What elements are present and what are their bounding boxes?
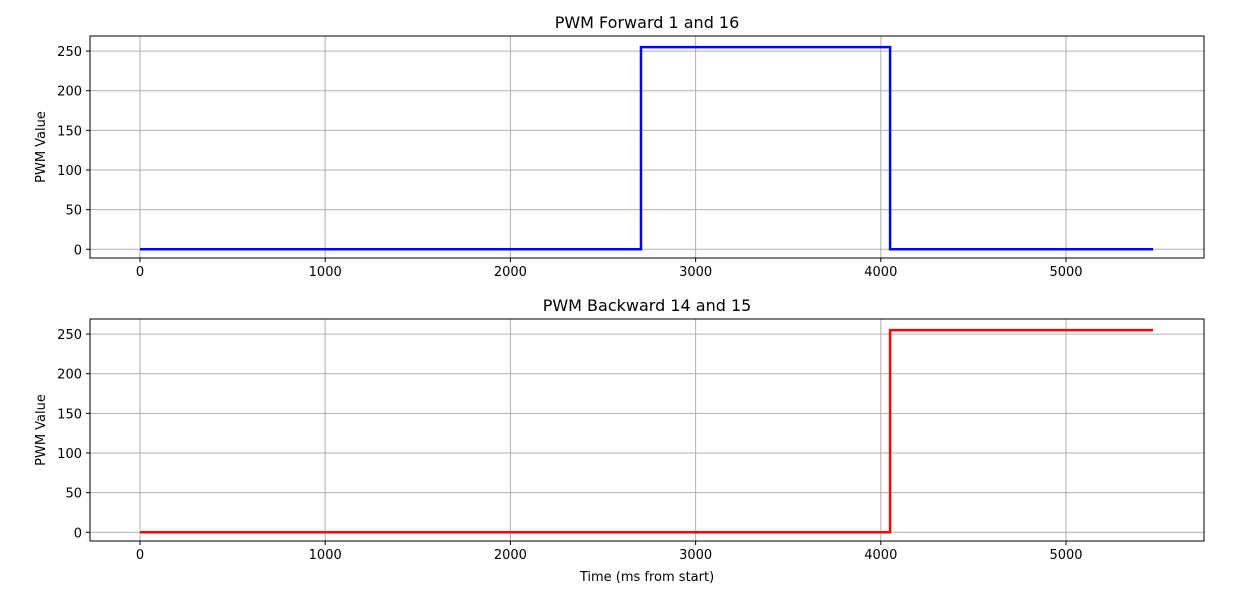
y-tick-label: 50	[65, 204, 82, 219]
y-tick-label: 150	[57, 124, 82, 139]
backward-ticks: 0 1000 2000 3000 4000 5000 0 50 100 150 200 250	[57, 328, 1082, 563]
x-tick-label: 0	[136, 265, 144, 280]
y-tick-label: 100	[57, 164, 82, 179]
y-tick-label: 150	[57, 407, 82, 422]
backward-grid	[90, 319, 1204, 541]
series-line	[140, 328, 1154, 534]
y-tick-label: 0	[74, 526, 82, 541]
x-tick-label: 1000	[309, 265, 342, 280]
y-tick-label: 250	[57, 45, 82, 60]
forward-ticks: 0 1000 2000 3000 4000 5000 0 50 100 150 200 250	[57, 45, 1082, 280]
series-line	[140, 45, 1154, 251]
x-tick-label: 2000	[494, 265, 527, 280]
forward-grid	[90, 36, 1204, 258]
x-tick-label: 0	[136, 548, 144, 563]
x-tick-label: 3000	[679, 548, 712, 563]
backward-chart-title: PWM Backward 14 and 15	[543, 296, 752, 315]
y-tick-label: 50	[65, 487, 82, 502]
y-tick-label: 200	[57, 85, 82, 100]
x-tick-label: 2000	[494, 548, 527, 563]
backward-series	[140, 328, 1154, 534]
backward-axes-frame	[89, 318, 1205, 542]
backward-x-axis-label: Time (ms from start)	[579, 570, 714, 585]
x-tick-label: 1000	[309, 548, 342, 563]
forward-y-axis-label: PWM Value	[34, 111, 49, 183]
subplot-forward: 0 1000 2000 3000 4000 5000 0 50 100 150 200 250 PWM…	[34, 13, 1205, 280]
y-tick-label: 200	[57, 368, 82, 383]
x-tick-label: 5000	[1049, 265, 1082, 280]
subplot-backward: 0 1000 2000 3000 4000 5000 0 50 100 150 200 250 PWM…	[34, 296, 1205, 585]
forward-series	[140, 45, 1154, 251]
x-tick-label: 4000	[864, 265, 897, 280]
x-tick-label: 4000	[864, 548, 897, 563]
y-tick-label: 0	[74, 243, 82, 258]
forward-axes-frame	[89, 35, 1205, 259]
backward-y-axis-label: PWM Value	[34, 394, 49, 466]
y-tick-label: 100	[57, 447, 82, 462]
y-tick-label: 250	[57, 328, 82, 343]
x-tick-label: 5000	[1049, 548, 1082, 563]
x-tick-label: 3000	[679, 265, 712, 280]
forward-chart-title: PWM Forward 1 and 16	[555, 13, 740, 32]
